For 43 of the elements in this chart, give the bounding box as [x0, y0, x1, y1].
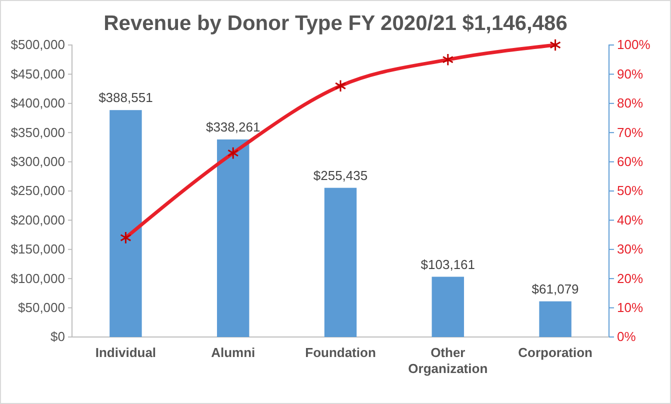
point — [120, 231, 132, 244]
y-tick-label: $50,000 — [18, 300, 65, 315]
bar — [216, 139, 250, 337]
y-tick-label: $200,000 — [10, 212, 65, 228]
y2-tick-label: 60% — [617, 154, 644, 169]
x-tick-label: Corporation — [518, 345, 593, 360]
point — [334, 79, 346, 92]
data-label: $103,161 — [420, 256, 476, 272]
bar — [324, 188, 357, 337]
y2-tick-label: 0% — [617, 329, 636, 344]
x-tick-label: Foundation — [305, 345, 376, 360]
x-tick-label: Individual — [95, 345, 156, 360]
y2-tick-label: 90% — [617, 66, 644, 82]
y-tick-label: $150,000 — [10, 242, 65, 257]
data-label: $388,551 — [98, 90, 153, 106]
chart-title: Revenue by Donor Type FY 2020/21 $1,146,486 — [104, 12, 568, 35]
y2-tick-label: 50% — [617, 183, 644, 198]
y-tick-label: $100,000 — [10, 270, 65, 286]
y-tick-label: $250,000 — [10, 183, 65, 198]
y2-tick-label: 20% — [617, 270, 644, 286]
y2-tick-label: 80% — [617, 96, 644, 111]
y-tick-label: $400,000 — [10, 96, 65, 111]
x-tick-label: Other Organization — [408, 345, 488, 376]
y2-tick-label: 100% — [617, 37, 651, 52]
bar — [432, 276, 464, 337]
y-tick-label: $500,000 — [10, 37, 65, 52]
y2-tick-label: 30% — [617, 242, 644, 257]
data-label: $61,079 — [532, 281, 579, 296]
y2-tick-label: 40% — [617, 212, 644, 228]
point — [442, 53, 454, 66]
data-label: $255,435 — [313, 168, 368, 183]
y-tick-label: $0 — [50, 329, 65, 344]
y-tick-label: $300,000 — [10, 154, 65, 169]
bar — [110, 110, 142, 337]
point — [227, 146, 239, 160]
y2-tick-label: 70% — [617, 124, 644, 140]
data-label: $338,261 — [206, 119, 260, 134]
x-tick-label: Alumni — [211, 345, 256, 360]
point — [550, 38, 561, 52]
y2-tick-label: 10% — [617, 300, 644, 315]
y-tick-label: $450,000 — [10, 66, 65, 82]
bar — [539, 301, 572, 337]
y-tick-label: $350,000 — [10, 124, 65, 140]
